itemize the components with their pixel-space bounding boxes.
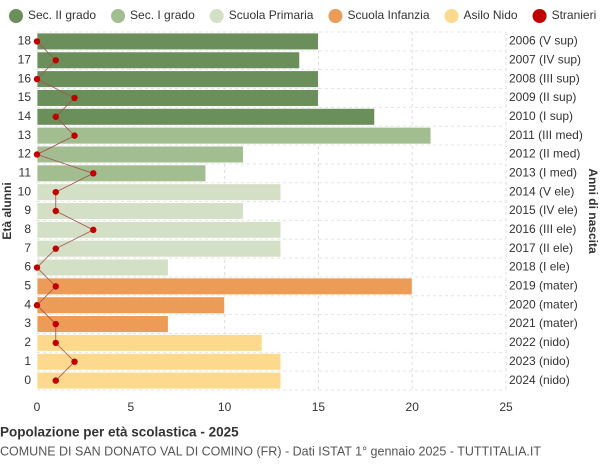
right-label: 2020 (mater) xyxy=(509,297,578,311)
right-label: 2016 (III ele) xyxy=(509,222,576,236)
y-tick-label: 8 xyxy=(24,222,31,236)
right-label: 2022 (nido) xyxy=(509,335,570,349)
dot xyxy=(52,188,59,196)
right-label: 2018 (I ele) xyxy=(509,260,570,274)
dot xyxy=(33,38,41,45)
bar xyxy=(36,164,207,183)
y-tick-label: 9 xyxy=(24,203,31,217)
y-axis-title: Età alunni xyxy=(0,182,14,239)
bar xyxy=(36,32,319,51)
dot xyxy=(52,283,59,290)
dot xyxy=(90,226,97,234)
bar xyxy=(36,258,169,277)
dot xyxy=(52,320,59,328)
legend-swatch xyxy=(532,9,547,23)
legend-swatch xyxy=(9,9,23,23)
legend-swatch xyxy=(328,9,343,23)
y-tick-label: 16 xyxy=(18,71,32,85)
right-label: 2024 (nido) xyxy=(509,373,570,387)
y-tick-label: 12 xyxy=(18,147,32,161)
x-tick-label: 10 xyxy=(218,400,232,414)
bar xyxy=(36,145,244,164)
right-label: 2017 (II ele) xyxy=(509,241,573,255)
legend-swatch xyxy=(111,9,126,23)
right-label: 2006 (V sup) xyxy=(509,34,578,48)
dot xyxy=(71,94,78,102)
dot xyxy=(90,170,97,177)
legend-label: Asilo Nido xyxy=(464,8,518,22)
right-label: 2010 (I sup) xyxy=(509,109,573,123)
dot xyxy=(52,207,59,215)
legend-label: Scuola Infanzia xyxy=(347,8,429,22)
y-tick-label: 11 xyxy=(19,165,32,179)
dot xyxy=(33,264,41,271)
right-label: 2019 (mater) xyxy=(509,279,578,293)
legend-swatch xyxy=(209,9,224,23)
y-tick-label: 10 xyxy=(18,184,32,198)
y-tick-label: 5 xyxy=(24,279,31,293)
y-tick-label: 3 xyxy=(24,316,31,330)
y-tick-label: 6 xyxy=(24,260,31,274)
chart-subtitle: COMUNE DI SAN DONATO VAL DI COMINO (FR) … xyxy=(0,444,541,458)
right-label: 2014 (V ele) xyxy=(509,184,574,198)
y-tick-label: 4 xyxy=(24,297,31,311)
bar xyxy=(36,277,413,296)
x-tick-label: 20 xyxy=(406,400,420,414)
bar xyxy=(36,334,263,352)
legend-label: Sec. II grado xyxy=(28,8,96,22)
y-tick-label: 0 xyxy=(24,373,31,387)
x-tick-label: 15 xyxy=(312,400,326,414)
x-tick-label: 0 xyxy=(34,400,41,414)
dot xyxy=(52,113,59,120)
right-label: 2007 (IV sup) xyxy=(509,52,581,66)
dot xyxy=(33,75,41,83)
y2-axis-title: Anni di nascita xyxy=(586,168,600,254)
dot xyxy=(52,57,59,64)
bar xyxy=(36,126,432,145)
dot xyxy=(71,132,78,139)
dot xyxy=(33,151,41,158)
legend-label: Scuola Primaria xyxy=(229,8,314,22)
y-tick-label: 13 xyxy=(18,128,32,142)
right-label: 2023 (nido) xyxy=(509,354,570,368)
y-tick-label: 7 xyxy=(24,241,31,255)
right-label: 2008 (III sup) xyxy=(509,71,580,85)
bar xyxy=(36,51,301,70)
x-tick-label: 5 xyxy=(127,400,134,414)
right-label: 2009 (II sup) xyxy=(509,90,576,104)
bar xyxy=(36,371,282,390)
bar xyxy=(36,107,376,126)
dot xyxy=(52,377,59,384)
bar xyxy=(36,296,226,315)
bar xyxy=(36,183,282,201)
bar xyxy=(36,315,169,333)
bar xyxy=(36,89,319,107)
right-label: 2021 (mater) xyxy=(509,316,578,330)
chart-title: Popolazione per età scolastica - 2025 xyxy=(0,425,239,440)
dot xyxy=(71,358,78,365)
y-tick-label: 18 xyxy=(18,34,32,48)
y-tick-label: 2 xyxy=(24,335,31,349)
y-tick-label: 14 xyxy=(18,109,32,123)
bar xyxy=(36,352,282,371)
right-label: 2015 (IV ele) xyxy=(509,203,578,217)
right-label: 2013 (I med) xyxy=(509,165,577,179)
y-tick-label: 1 xyxy=(24,354,31,368)
bar xyxy=(36,239,282,258)
dot xyxy=(52,339,59,347)
dot xyxy=(33,302,41,309)
dot xyxy=(52,245,59,252)
legend-label: Stranieri xyxy=(552,8,597,22)
right-label: 2012 (II med) xyxy=(509,147,580,161)
x-tick-label: 25 xyxy=(499,400,513,414)
y-tick-label: 15 xyxy=(18,90,32,104)
y-tick-label: 17 xyxy=(18,52,32,66)
bar xyxy=(36,202,244,220)
bar xyxy=(36,70,319,88)
legend-label: Sec. I grado xyxy=(130,8,195,22)
bar xyxy=(36,221,282,239)
right-label: 2011 (III med) xyxy=(509,128,583,142)
legend-swatch xyxy=(444,9,459,23)
